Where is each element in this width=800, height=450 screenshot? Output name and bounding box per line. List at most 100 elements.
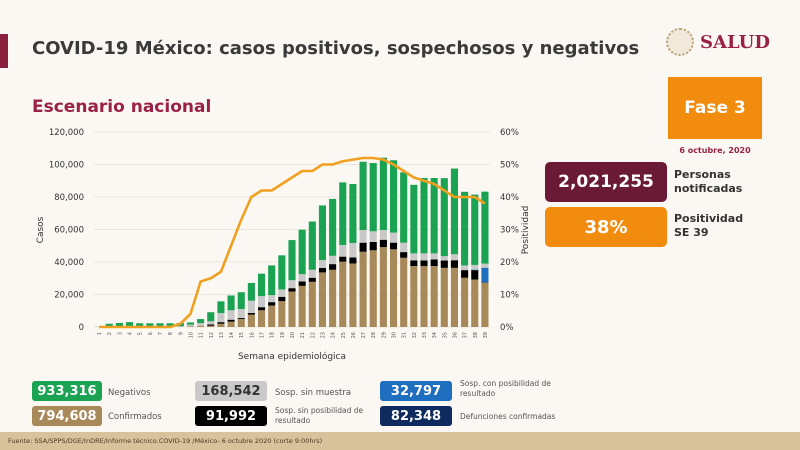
x-tick-label: 14 bbox=[229, 332, 235, 338]
bar-sosp-sin-posibilidad-de-resultado-22 bbox=[308, 277, 316, 282]
bar-sosp-sin-posibilidad-de-resultado-17 bbox=[257, 307, 266, 311]
con-posibilidad-value: 32,797 bbox=[380, 381, 452, 401]
bar-confirmados-36 bbox=[450, 267, 459, 327]
x-tick-label: 32 bbox=[412, 332, 418, 338]
bar-sosp-sin-muestra-35 bbox=[440, 256, 448, 261]
bar-confirmados-38 bbox=[471, 279, 479, 327]
y-tick-label: 100,000 bbox=[49, 161, 84, 171]
bar-sosp-sin-muestra-11 bbox=[197, 323, 205, 326]
bar-negativos-3 bbox=[115, 322, 123, 327]
x-axis-label: Semana epidemiológica bbox=[238, 351, 346, 362]
y-tick-label: 0 bbox=[79, 323, 84, 333]
legend-negativos: 933,316 bbox=[32, 381, 102, 401]
bar-negativos-36 bbox=[450, 168, 459, 255]
legend-con-posibilidad: 32,797 bbox=[380, 381, 452, 401]
title-accent-bar bbox=[0, 34, 8, 68]
bar-negativos-33 bbox=[420, 177, 428, 254]
x-tick-label: 11 bbox=[199, 332, 205, 338]
bar-confirmados-34 bbox=[430, 266, 438, 327]
bar-sosp-sin-posibilidad-de-resultado-31 bbox=[400, 252, 408, 258]
bar-negativos-18 bbox=[268, 265, 276, 296]
x-tick-label: 23 bbox=[320, 332, 326, 338]
bar-confirmados-15 bbox=[237, 319, 245, 327]
bar-confirmados-28 bbox=[369, 250, 377, 327]
bar-sosp-sin-posibilidad-de-resultado-15 bbox=[237, 318, 245, 320]
x-tick-label: 25 bbox=[341, 332, 347, 338]
bar-sosp-con-posibilidad-de-resultado-39 bbox=[481, 267, 489, 283]
bar-sosp-sin-posibilidad-de-resultado-24 bbox=[329, 264, 337, 270]
source-footer: Fuente: SSA/SPPS/DGE/InDRE/Informe técni… bbox=[0, 432, 800, 450]
bar-sosp-sin-muestra-29 bbox=[379, 229, 387, 240]
bar-sosp-sin-muestra-30 bbox=[389, 232, 398, 243]
bar-confirmados-16 bbox=[247, 314, 255, 327]
bar-confirmados-26 bbox=[349, 263, 357, 327]
bar-negativos-4 bbox=[125, 322, 134, 327]
bar-negativos-11 bbox=[197, 319, 205, 324]
bar-negativos-14 bbox=[227, 295, 235, 311]
bar-negativos-5 bbox=[136, 323, 144, 327]
x-tick-label: 30 bbox=[392, 332, 398, 338]
bar-sosp-sin-muestra-26 bbox=[349, 242, 357, 258]
seal-icon bbox=[666, 28, 694, 56]
bar-sosp-sin-muestra-16 bbox=[247, 300, 255, 314]
bar-negativos-26 bbox=[349, 184, 357, 243]
bar-sosp-sin-muestra-32 bbox=[410, 253, 418, 261]
bar-sosp-sin-muestra-25 bbox=[339, 244, 347, 257]
bar-negativos-31 bbox=[400, 172, 408, 243]
x-tick-label: 33 bbox=[422, 332, 428, 338]
bar-confirmados-19 bbox=[278, 301, 286, 327]
positivity-label-line2: SE 39 bbox=[674, 226, 709, 239]
bar-confirmados-39 bbox=[481, 282, 489, 327]
bar-confirmados-30 bbox=[389, 249, 398, 327]
x-tick-label: 2 bbox=[107, 332, 113, 335]
bar-confirmados-29 bbox=[379, 247, 387, 327]
bar-confirmados-35 bbox=[440, 267, 448, 327]
bar-negativos-30 bbox=[389, 160, 398, 233]
y-tick-label: 40,000 bbox=[54, 258, 84, 268]
bar-negativos-28 bbox=[369, 163, 377, 232]
x-tick-label: 17 bbox=[260, 332, 266, 338]
bar-confirmados-27 bbox=[359, 251, 367, 327]
legend-sin-muestra: 168,542 bbox=[195, 381, 267, 401]
y2-tick-label: 50% bbox=[500, 161, 519, 171]
bar-sosp-sin-posibilidad-de-resultado-32 bbox=[410, 260, 418, 267]
y2-tick-label: 20% bbox=[500, 258, 519, 268]
y-tick-label: 60,000 bbox=[54, 226, 84, 236]
bar-negativos-29 bbox=[379, 157, 387, 230]
cases-chart: 0 20,000 40,000 60,000 80,000 100,000 120,000 0… bbox=[36, 128, 531, 362]
bar-confirmados-37 bbox=[461, 277, 469, 327]
bar-negativos-16 bbox=[247, 282, 255, 301]
salud-logo: SALUD bbox=[666, 28, 770, 56]
x-tick-label: 3 bbox=[117, 332, 123, 335]
bar-sosp-sin-posibilidad-de-resultado-29 bbox=[379, 239, 387, 248]
legend-defunciones: 82,348 bbox=[380, 406, 452, 426]
bar-sosp-sin-posibilidad-de-resultado-27 bbox=[359, 242, 367, 252]
bar-confirmados-22 bbox=[308, 281, 316, 327]
bar-negativos-32 bbox=[410, 184, 418, 254]
sin-muestra-value: 168,542 bbox=[195, 381, 267, 401]
bar-confirmados-20 bbox=[288, 291, 296, 327]
notified-label-line1: Personas bbox=[674, 168, 731, 181]
bar-confirmados-13 bbox=[217, 323, 225, 327]
x-tick-label: 9 bbox=[178, 332, 184, 335]
bar-confirmados-31 bbox=[400, 257, 408, 327]
confirmados-value: 794,608 bbox=[32, 406, 102, 426]
bar-sosp-sin-muestra-15 bbox=[237, 308, 245, 319]
bar-negativos-34 bbox=[430, 177, 438, 254]
bar-negativos-21 bbox=[298, 229, 306, 275]
bar-confirmados-11 bbox=[197, 325, 205, 327]
bar-negativos-23 bbox=[318, 205, 327, 261]
x-tick-label: 31 bbox=[402, 332, 408, 338]
bar-sosp-sin-posibilidad-de-resultado-25 bbox=[339, 256, 347, 262]
bar-confirmados-25 bbox=[339, 261, 347, 327]
bar-confirmados-17 bbox=[257, 310, 266, 327]
x-tick-label: 7 bbox=[158, 332, 164, 335]
logo-text: SALUD bbox=[700, 31, 770, 53]
x-tick-label: 35 bbox=[442, 332, 448, 338]
x-tick-label: 18 bbox=[270, 332, 276, 338]
y-tick-label: 80,000 bbox=[54, 193, 84, 203]
page-title: COVID-19 México: casos positivos, sospec… bbox=[32, 38, 640, 59]
bar-confirmados-12 bbox=[207, 325, 215, 327]
x-tick-label: 8 bbox=[168, 332, 174, 335]
bar-sosp-sin-posibilidad-de-resultado-13 bbox=[217, 322, 225, 324]
